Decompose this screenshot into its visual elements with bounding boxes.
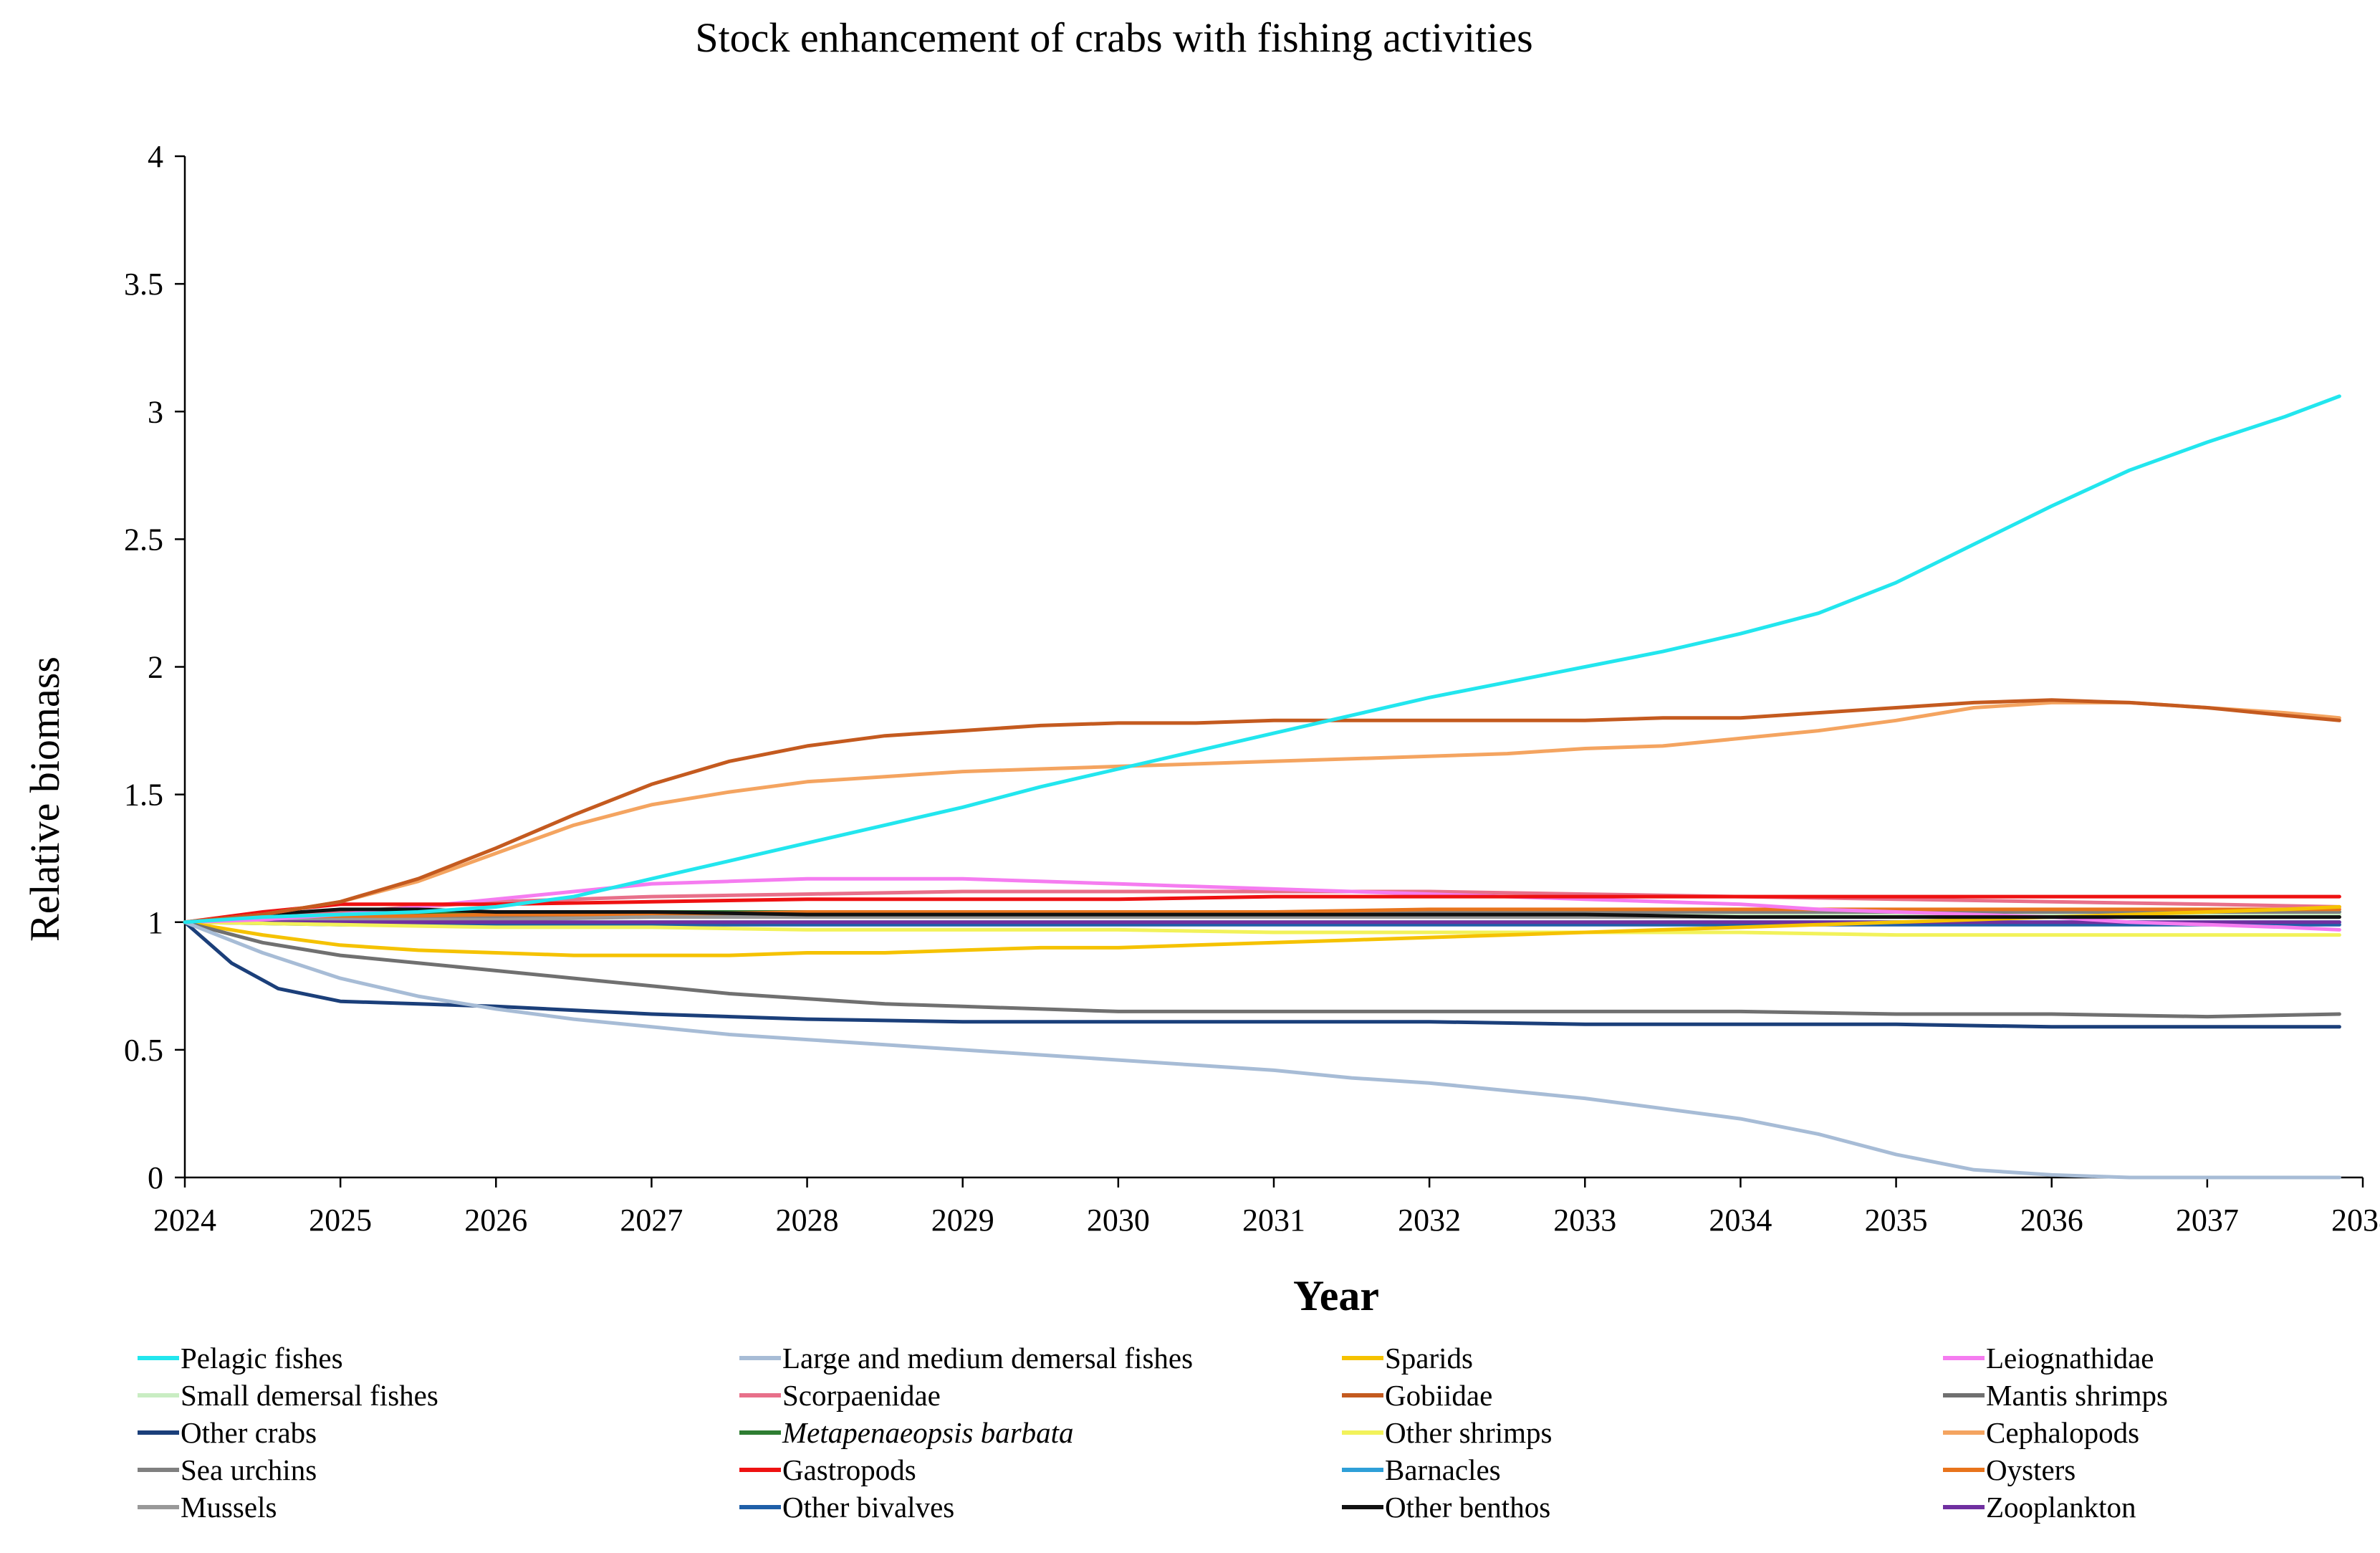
legend: Pelagic fishes Large and medium demersal …: [138, 1342, 2168, 1524]
y-tick-label: 1: [148, 905, 163, 940]
series-line-gobiidae: [183, 698, 2341, 924]
legend-label: Small demersal fishes: [181, 1379, 438, 1412]
x-axis-label: Year: [1293, 1272, 1379, 1319]
x-tick-label: 2032: [1398, 1203, 1461, 1238]
series-line-cephalopods: [183, 700, 2341, 924]
legend-label: Other crabs: [181, 1416, 317, 1449]
series-line-pelagic-fishes: [183, 394, 2341, 924]
legend-label: Oysters: [1986, 1453, 2076, 1486]
y-tick-label: 2: [148, 650, 163, 685]
x-tick-label: 2034: [1709, 1203, 1772, 1238]
x-tick-label: 2038: [2331, 1203, 2380, 1238]
series-line-large-and-medium-demersal-fishes: [183, 920, 2341, 1180]
y-tick-label: 4: [148, 139, 163, 174]
series-line-gastropods: [183, 894, 2341, 924]
legend-label: Scorpaenidae: [782, 1379, 941, 1412]
y-tick-label: 3: [148, 394, 163, 429]
legend-label: Cephalopods: [1986, 1416, 2139, 1449]
series-line-other-shrimps: [183, 920, 2341, 937]
legend-label: Zooplankton: [1986, 1491, 2136, 1524]
series-line-other-bivalves: [183, 920, 2341, 927]
series-line-mantis-shrimps: [183, 920, 2341, 1019]
series-line-other-benthos: [183, 907, 2341, 924]
x-tick-label: 2030: [1087, 1203, 1150, 1238]
legend-label: Mussels: [181, 1491, 277, 1524]
y-tick-label: 2.5: [124, 522, 163, 557]
chart-title: Stock enhancement of crabs with fishing …: [695, 14, 1532, 61]
legend-label: Sparids: [1385, 1342, 1473, 1375]
x-tick-label: 2026: [464, 1203, 527, 1238]
y-tick-label: 1.5: [124, 778, 163, 813]
x-tick-label: 2025: [309, 1203, 372, 1238]
legend-label: Gobiidae: [1385, 1379, 1492, 1412]
x-tick-label: 2027: [620, 1203, 683, 1238]
x-tick-label: 2024: [153, 1203, 216, 1238]
y-tick-label: 3.5: [124, 267, 163, 302]
x-tick-label: 2036: [2020, 1203, 2083, 1238]
legend-label: Other shrimps: [1385, 1416, 1552, 1449]
series-lines: [183, 394, 2341, 1180]
y-axis-label: Relative biomass: [21, 656, 68, 942]
x-tick-label: 2033: [1553, 1203, 1616, 1238]
legend-label: Large and medium demersal fishes: [782, 1342, 1193, 1375]
series-line-other-crabs: [183, 920, 2341, 1029]
legend-label: Sea urchins: [181, 1453, 317, 1486]
legend-label: Mantis shrimps: [1986, 1379, 2168, 1412]
legend-label: Metapenaeopsis barbata: [782, 1416, 1074, 1449]
legend-label: Other benthos: [1385, 1491, 1550, 1524]
axes: 2024 2025 2026 2027 2028 2029 2030 2031 2032 2033…: [124, 139, 2380, 1238]
legend-label: Barnacles: [1385, 1453, 1501, 1486]
y-tick-label: 0.5: [124, 1033, 163, 1068]
x-tick-label: 2035: [1865, 1203, 1928, 1238]
x-tick-label: 2029: [931, 1203, 994, 1238]
legend-label: Other bivalves: [782, 1491, 954, 1524]
series-line-oysters: [183, 907, 2341, 924]
legend-label: Leiognathidae: [1986, 1342, 2154, 1375]
x-tick-label: 2037: [2176, 1203, 2239, 1238]
x-tick-label: 2028: [776, 1203, 839, 1238]
y-tick-label: 0: [148, 1160, 163, 1195]
legend-label: Gastropods: [782, 1453, 916, 1486]
x-tick-label: 2031: [1242, 1203, 1305, 1238]
legend-label: Pelagic fishes: [181, 1342, 343, 1375]
